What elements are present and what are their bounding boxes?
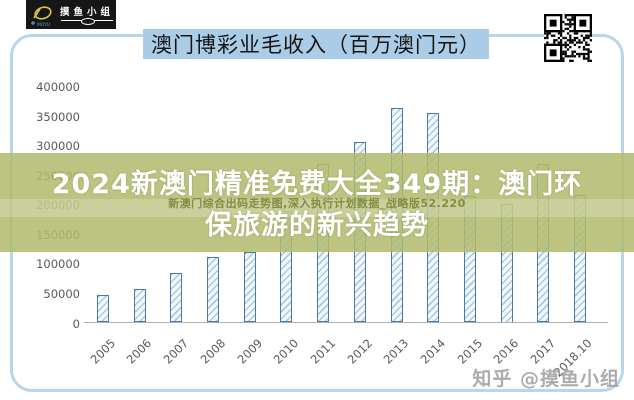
overlay-banner: 新澳门综合出码走势图,深入执行计划数据_战略版52.220 2024新澳门精准免… <box>0 153 634 252</box>
bar-2006 <box>133 288 146 323</box>
svg-text:MOYU: MOYU <box>37 22 50 28</box>
overlay-small-watermark: 新澳门综合出码走势图,深入执行计划数据_战略版52.220 <box>168 197 466 210</box>
bar-2005 <box>97 294 109 323</box>
y-axis-tick-label: 50000 <box>43 286 80 301</box>
brand-name: 摸鱼小组 <box>60 7 115 19</box>
bar-2007 <box>170 272 183 323</box>
bar-2009 <box>243 251 256 323</box>
bar-2008 <box>207 257 220 323</box>
headline-line2: 保旅游的新兴趋势 <box>205 210 429 241</box>
brand-underline <box>61 17 113 25</box>
y-axis-tick-label: 400000 <box>36 80 80 94</box>
brand-logo: MOYU 摸鱼小组 <box>26 0 116 29</box>
y-axis-tick-label: 0 <box>72 316 80 331</box>
headline-line1: 2024新澳门精准免费大全349期：澳门环 <box>51 169 583 200</box>
y-axis-tick-label: 100000 <box>36 257 80 272</box>
x-axis-line <box>84 322 608 323</box>
y-axis-tick-label: 350000 <box>36 109 80 124</box>
qr-code-icon <box>544 14 592 62</box>
chart-title: 澳门博彩业毛收入（百万澳门元） <box>151 33 481 57</box>
zhihu-watermark: 知乎 @摸鱼小组 <box>472 368 620 390</box>
y-axis-tick-label: 300000 <box>36 139 80 154</box>
title-bar: 澳门博彩业毛收入（百万澳门元） <box>143 29 489 59</box>
overlay-strip <box>0 199 634 217</box>
mini-fish-icon <box>81 17 95 25</box>
fish-icon: MOYU <box>31 5 52 28</box>
